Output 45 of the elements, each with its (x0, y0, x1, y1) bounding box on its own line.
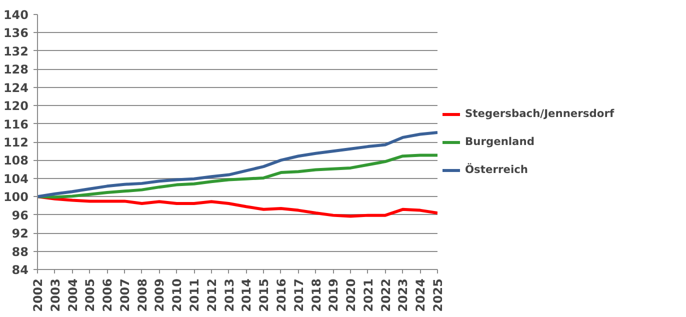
y-tick-label: 136 (3, 26, 29, 40)
y-tick-label: 96 (12, 208, 29, 222)
x-tick-label: 2011 (188, 278, 202, 312)
y-tick-label: 92 (12, 226, 29, 241)
x-tick-label: 2016 (274, 278, 288, 312)
y-tick-label: 132 (3, 44, 29, 58)
y-tick-label: 108 (3, 154, 29, 168)
y-tick-label: 88 (12, 244, 29, 259)
x-tick-label: 2010 (170, 278, 184, 312)
y-tick-label: 84 (12, 263, 29, 277)
x-tick-label: 2015 (257, 278, 272, 312)
x-tick-label: 2025 (431, 278, 445, 312)
x-tick-label: 2007 (118, 278, 132, 312)
x-tick-label: 2023 (396, 278, 410, 312)
line-series (38, 130, 438, 198)
x-tick-label: 2013 (222, 278, 236, 312)
y-tick-label: 104 (3, 172, 29, 186)
x-tick-label: 2018 (309, 278, 324, 312)
line-series (38, 154, 438, 199)
x-tick-label: 2021 (361, 278, 376, 312)
legend-label: Österreich (465, 163, 528, 176)
line-series (38, 195, 438, 218)
x-tick-label: 2020 (344, 278, 358, 312)
x-tick-label: 2008 (135, 278, 150, 312)
y-tick-label: 124 (3, 80, 29, 95)
x-tick-label: 2019 (326, 278, 341, 312)
x-tick-label: 2006 (100, 278, 115, 312)
x-tick-label: 2002 (31, 278, 45, 312)
y-tick-label: 116 (3, 117, 29, 132)
legend-label: Burgenland (465, 135, 534, 148)
x-tick-label: 2009 (152, 278, 167, 312)
y-tick-label: 128 (3, 62, 29, 77)
x-tick-label: 2014 (240, 278, 254, 312)
y-tick-label: 120 (3, 99, 29, 114)
x-tick-label: 2003 (48, 278, 62, 312)
x-tick-label: 2024 (414, 278, 428, 312)
x-tick-label: 2004 (66, 278, 80, 312)
y-tick-label: 100 (3, 190, 29, 204)
y-tick-label: 112 (3, 136, 29, 150)
x-tick-label: 2017 (292, 278, 306, 312)
y-tick-label: 140 (3, 8, 29, 22)
x-tick-label: 2022 (378, 278, 393, 312)
x-tick-label: 2012 (204, 278, 219, 312)
x-tick-label: 2005 (83, 278, 98, 312)
legend-label: Stegersbach/Jennersdorf (465, 107, 614, 120)
